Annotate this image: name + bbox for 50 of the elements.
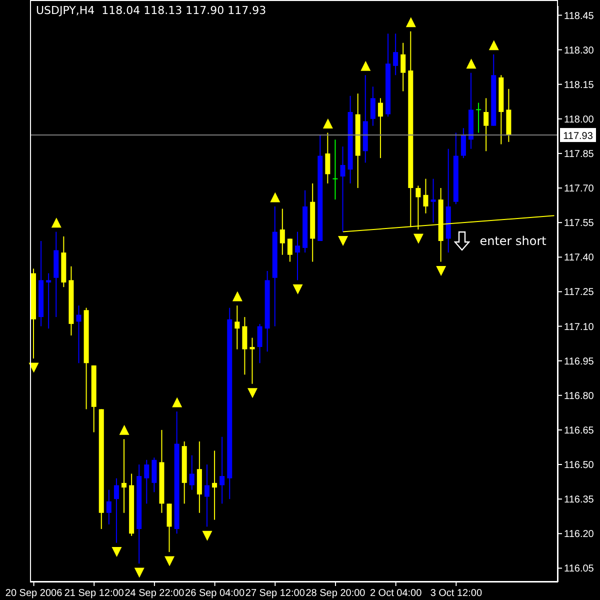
point [436,266,446,276]
annotation: enter short [480,234,546,248]
y-tick-label: 118.00 [564,114,594,126]
y-tick-label: 117.25 [564,287,594,298]
y-tick-label: 116.35 [564,494,594,506]
y-tick-label: 117.40 [564,252,594,264]
y-tick-label: 117.55 [564,218,594,230]
y-tick-label: 118.45 [564,10,594,22]
y-tick-label: 118.30 [564,45,594,56]
y-tick-label: 116.20 [564,529,594,540]
candlestick [430,178,436,223]
y-tick-label: 117.70 [564,184,594,195]
point [413,234,424,244]
point [466,58,476,69]
y-tick-label: 116.95 [564,356,594,368]
x-tick-label: 2 Oct 04:00 [370,588,422,599]
y-tick-label: 116.80 [564,390,594,402]
point [112,547,122,558]
point [338,236,348,246]
point [248,388,258,398]
candlestick [476,102,482,133]
point [292,284,303,294]
point [488,40,499,50]
chart-title: USDJPY,H4 118.04 118.13 117.90 117.93 [36,4,266,17]
point [119,424,130,435]
y-tick-label: 116.50 [564,460,594,472]
y-tick-label: 118.15 [564,80,594,91]
x-tick-label: 24 Sep 22:00 [124,588,185,599]
y-tick-label: 116.65 [564,425,594,436]
point [360,60,371,71]
point [322,118,333,129]
x-tick-label: 21 Sep 12:00 [64,588,124,599]
y-tick-label: 117.85 [564,149,594,160]
point [51,218,62,228]
point [164,556,175,566]
y-tick-label: 117.10 [564,322,594,333]
x-tick-label: 20 Sep 2006 [5,588,63,599]
point [28,362,39,373]
point [202,530,212,541]
x-tick-label: 27 Sep 12:00 [245,588,306,599]
point [270,192,280,202]
point [134,568,144,578]
x-tick-label: 3 Oct 12:00 [430,588,482,599]
y-tick-label: 116.05 [564,564,594,575]
x-tick-label: 26 Sep 04:00 [185,588,245,599]
ref-line-label: 117.93 [563,131,594,142]
point [172,397,182,408]
point [232,291,242,302]
point [406,17,416,28]
x-tick-label: 28 Sep 20:00 [306,588,366,599]
